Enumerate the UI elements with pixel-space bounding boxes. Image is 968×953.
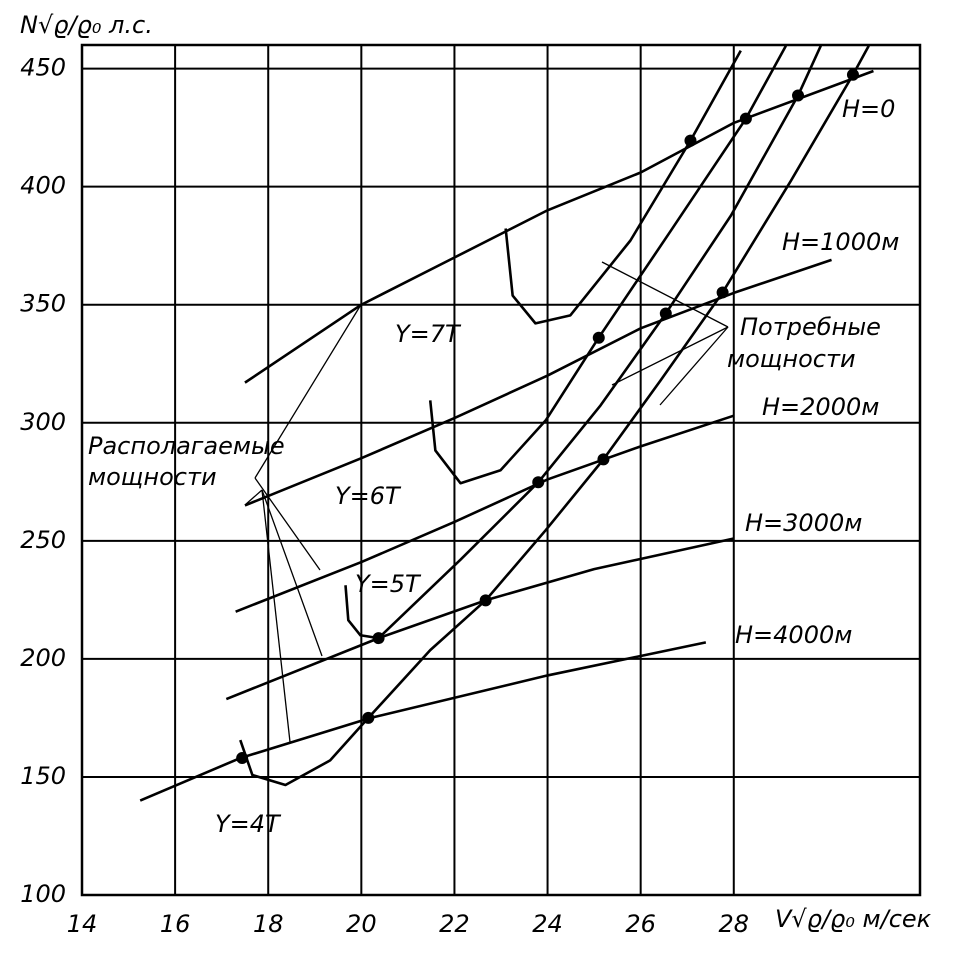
intersection-point	[372, 632, 385, 645]
leader-line	[611, 326, 729, 386]
leader-line	[261, 489, 323, 657]
intersection-point	[597, 453, 610, 466]
leader-line	[254, 477, 321, 571]
curve-label: H=4000м	[735, 621, 852, 649]
x-tick-label: 28	[719, 910, 750, 938]
curve-label: Y=4T	[215, 810, 282, 838]
y-tick-label: 350	[20, 290, 66, 318]
power-curve	[428, 45, 788, 485]
y-tick-label: 100	[20, 880, 66, 908]
x-tick-label: 16	[160, 910, 191, 938]
intersection-point	[659, 307, 672, 320]
curve-label: H=2000м	[762, 393, 879, 421]
curve-label: Y=6T	[335, 482, 402, 510]
available-leaders	[244, 302, 363, 743]
curve-label: H=1000м	[782, 228, 899, 256]
x-tick-label: 20	[346, 910, 377, 938]
power-curve	[239, 45, 870, 787]
y-tick-label: 250	[20, 526, 66, 554]
curve-label: H=3000м	[745, 509, 862, 537]
leader-line	[254, 302, 363, 479]
intersection-point	[684, 134, 697, 147]
power-curve	[235, 414, 735, 613]
x-axis-title: V√ϱ/ϱ₀ м/сек	[775, 905, 932, 933]
curve-label: Y=7T	[395, 320, 462, 348]
intersection-point	[592, 331, 605, 344]
intersection-point	[716, 286, 729, 299]
x-tick-label: 22	[439, 910, 470, 938]
x-tick-label: 18	[253, 910, 284, 938]
power-curve	[225, 537, 735, 701]
intersection-point	[739, 112, 752, 125]
curve-label: H=0	[842, 95, 895, 123]
required-leaders	[601, 261, 729, 406]
x-tick-label: 26	[625, 910, 656, 938]
intersection-point	[792, 89, 805, 102]
intersection-point	[236, 752, 249, 765]
y-tick-label: 400	[20, 172, 66, 200]
power-curve	[244, 258, 832, 507]
annotation: мощности	[727, 345, 856, 373]
intersection-point	[846, 68, 859, 81]
x-tick-label: 24	[532, 910, 563, 938]
annotation: Располагаемые	[88, 432, 285, 460]
y-tick-label: 200	[20, 644, 66, 672]
intersection-point	[479, 594, 492, 607]
annotation: мощности	[88, 463, 217, 491]
leader-line	[261, 489, 291, 743]
power-curve	[244, 69, 874, 384]
leader-line	[659, 326, 729, 406]
annotation: Потребные	[740, 313, 881, 341]
intersection-point	[532, 476, 545, 489]
y-axis-title: N√ϱ/ϱ₀ л.с.	[20, 11, 153, 39]
y-tick-label: 300	[20, 408, 66, 436]
curve-label: Y=5T	[355, 570, 422, 598]
x-tick-label: 14	[67, 910, 98, 938]
leader-line	[244, 489, 263, 506]
y-tick-label: 150	[20, 762, 66, 790]
y-tick-label: 450	[20, 54, 66, 82]
intersection-point	[362, 711, 375, 724]
